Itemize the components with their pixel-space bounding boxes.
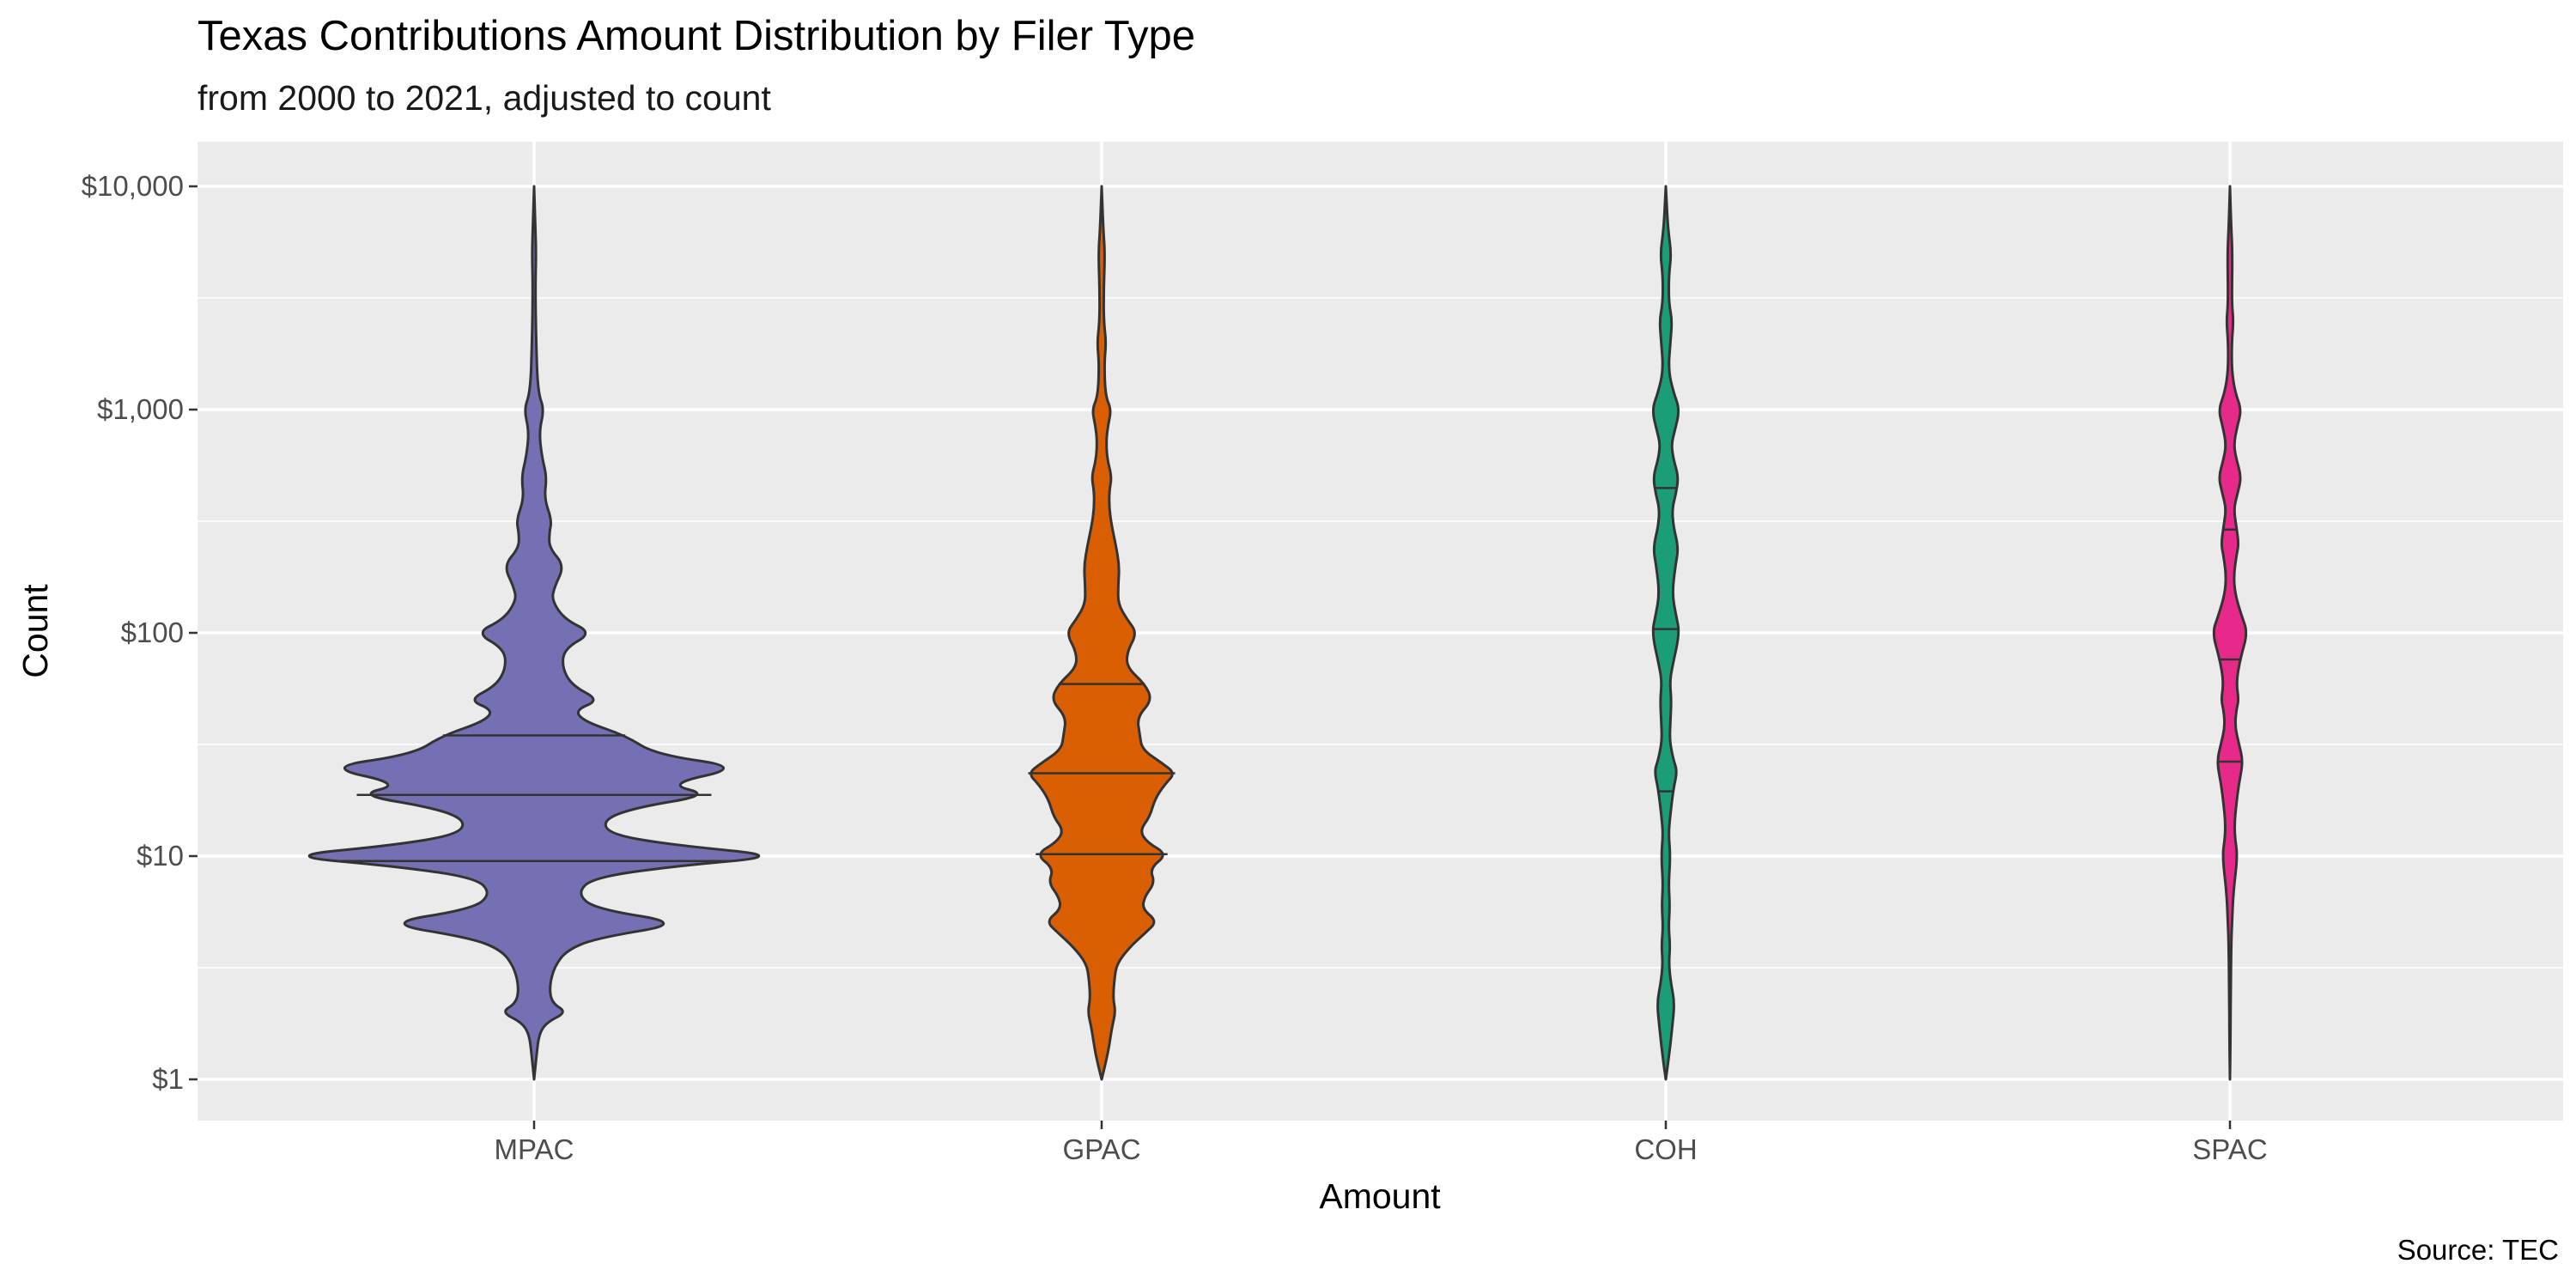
violins bbox=[307, 185, 2248, 1081]
x-tick-label: GPAC bbox=[1062, 1133, 1140, 1165]
x-axis-title: Amount bbox=[1319, 1176, 1441, 1216]
y-tick-label: $10 bbox=[137, 840, 184, 872]
y-axis-title: Count bbox=[15, 584, 55, 678]
chart-caption: Source: TEC bbox=[2397, 1234, 2559, 1266]
x-tick-label: COH bbox=[1634, 1133, 1697, 1165]
x-tick-label: SPAC bbox=[2192, 1133, 2267, 1165]
y-tick-label: $1,000 bbox=[97, 393, 184, 425]
y-tick-label: $1 bbox=[152, 1063, 184, 1095]
violin-coh bbox=[1651, 185, 1680, 1081]
chart-title: Texas Contributions Amount Distribution … bbox=[197, 13, 1195, 59]
chart-subtitle: from 2000 to 2021, adjusted to count bbox=[197, 78, 771, 118]
violin-mpac bbox=[307, 185, 761, 1081]
violin-spac bbox=[2212, 185, 2248, 1081]
y-tick-label: $100 bbox=[121, 617, 184, 648]
x-tick-label: MPAC bbox=[495, 1133, 574, 1165]
axis-ticks: $1 $10 $100 $1,000 $10,000 MPAC GPAC COH SPAC bbox=[82, 170, 2268, 1165]
violin-gpac bbox=[1030, 185, 1174, 1081]
y-tick-label: $10,000 bbox=[82, 170, 184, 202]
plot-panel bbox=[197, 142, 2563, 1121]
